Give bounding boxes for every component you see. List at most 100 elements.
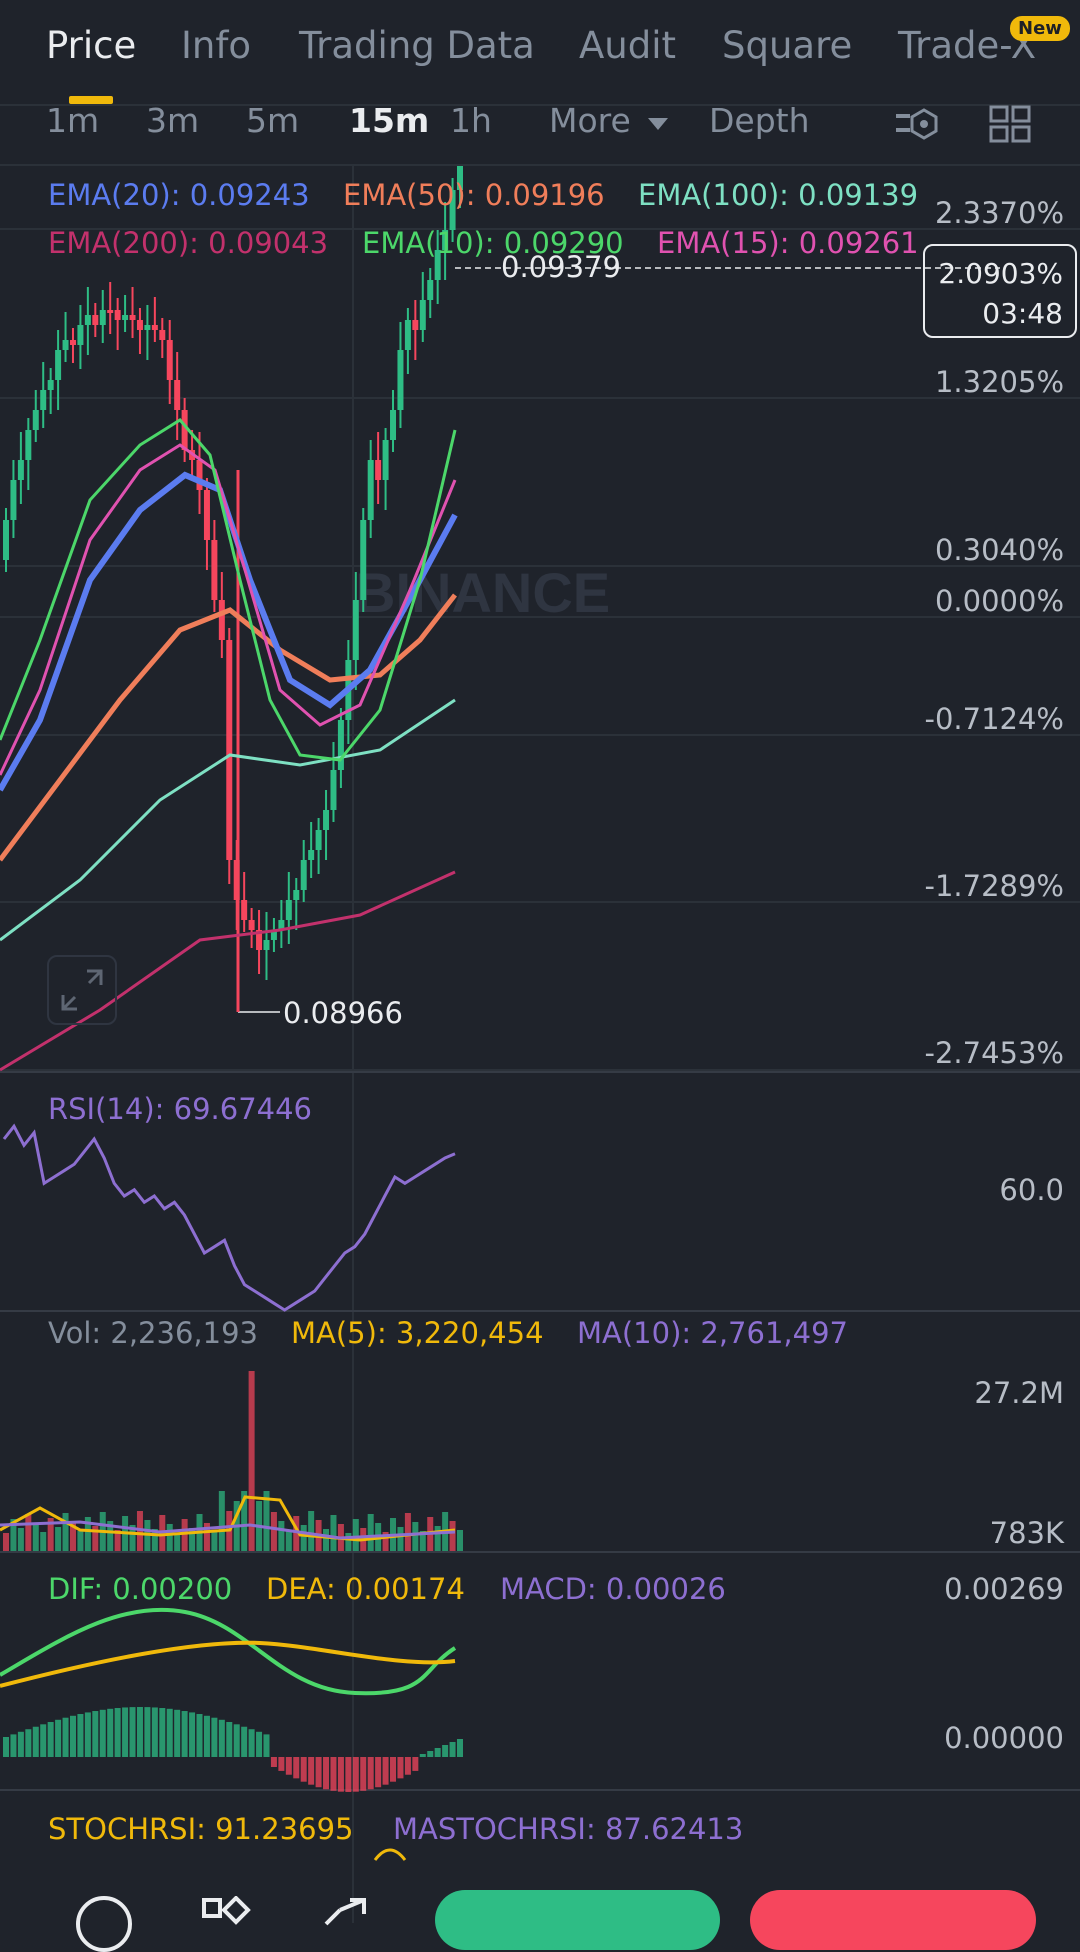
binance-watermark: BINANCE (355, 561, 610, 624)
volume-bar (330, 1515, 337, 1551)
interval-1h[interactable]: 1h (450, 101, 492, 140)
candle-body (308, 850, 315, 860)
tab-square[interactable]: Square (722, 24, 853, 67)
rsi-panel (2, 1123, 456, 1312)
alert-icon[interactable] (200, 1896, 252, 1926)
new-badge: New (1010, 16, 1070, 41)
ema-line-2 (0, 593, 457, 862)
volume-bar (382, 1532, 389, 1551)
candle-body (47, 380, 54, 390)
candle-body (404, 320, 411, 350)
indicator-settings-icon[interactable] (894, 104, 942, 144)
macd-histogram-bar (166, 1708, 173, 1757)
candle-body (278, 920, 285, 930)
candle-body (360, 520, 367, 600)
candle-body (382, 440, 389, 480)
volume-bar (84, 1517, 91, 1551)
macd-histogram-bar (189, 1712, 196, 1757)
volume-bar (412, 1522, 419, 1551)
macd-dea-line (0, 1640, 456, 1688)
volume-bar (189, 1528, 196, 1551)
interval-1m[interactable]: 1m (46, 101, 100, 140)
tab-trading-data[interactable]: Trading Data (299, 24, 535, 67)
candle-body (3, 520, 9, 560)
tab-audit[interactable]: Audit (579, 24, 677, 67)
interval-5m[interactable]: 5m (246, 101, 300, 140)
volume-bar (107, 1521, 114, 1551)
candle-body (285, 900, 292, 920)
candle-body (256, 930, 263, 950)
candle-body (10, 480, 17, 520)
candle-body (107, 310, 114, 313)
macd-histogram-bar (293, 1757, 300, 1779)
volume-bar (263, 1491, 270, 1551)
ema50-legend: EMA(50): 0.09196 (343, 178, 605, 212)
price-axis-label: -2.7453% (924, 1036, 1065, 1070)
macd-histogram-bar (122, 1707, 129, 1757)
more-button[interactable]: More (549, 101, 669, 140)
candle-body (300, 860, 307, 890)
macd-histogram-bar (300, 1757, 307, 1782)
ema10-legend: EMA(10): 0.09290 (362, 226, 624, 260)
tab-info[interactable]: Info (181, 24, 252, 67)
macd-histogram-bar (218, 1719, 225, 1757)
macd-histogram-bar (25, 1729, 32, 1757)
macd-histogram-bar (241, 1726, 248, 1757)
macd-histogram-bar (345, 1757, 352, 1792)
fullscreen-button[interactable] (47, 955, 117, 1025)
high-price-label: 0.09379 (501, 250, 621, 284)
candle-body (203, 490, 210, 540)
stochrsi-panel (373, 1848, 407, 1861)
current-price-box[interactable]: 2.0903% 03:48 (923, 244, 1077, 338)
layout-grid-icon[interactable] (988, 104, 1032, 144)
low-price-label: 0.08966 (283, 996, 403, 1030)
candle-body (84, 315, 91, 325)
volume-bar (449, 1521, 456, 1551)
tab-price[interactable]: Price (46, 24, 137, 67)
macd-histogram-bar (434, 1748, 441, 1757)
volume-ma10-label: MA(10): 2,761,497 (577, 1316, 848, 1350)
candle-body (330, 770, 337, 810)
interval-3m[interactable]: 3m (146, 101, 200, 140)
macd-histogram-bar (92, 1711, 99, 1757)
price-axis-label: -1.7289% (924, 869, 1065, 903)
macd-histogram-bar (99, 1709, 106, 1757)
macd-histogram-bar (375, 1757, 382, 1788)
macd-histogram-bar (382, 1757, 389, 1785)
volume-bar (10, 1519, 17, 1551)
macd-histogram-bar (278, 1757, 285, 1771)
macd-value-label: MACD: 0.00026 (500, 1572, 726, 1606)
macd-histogram-bar (256, 1731, 263, 1757)
macd-dif-line (0, 1607, 457, 1696)
interval-divider (0, 164, 1080, 166)
candlesticks (3, 166, 1000, 1013)
depth-button[interactable]: Depth (709, 101, 810, 140)
candle-body (419, 300, 426, 330)
sell-button[interactable] (750, 1890, 1036, 1950)
volume-bar (457, 1530, 463, 1551)
candle-body (337, 720, 344, 770)
stochrsi-line (373, 1848, 407, 1861)
tabs-divider (0, 104, 1080, 106)
volume-bar (270, 1512, 277, 1551)
share-icon[interactable] (320, 1896, 372, 1926)
volume-bar (211, 1532, 218, 1551)
volume-bar (55, 1527, 62, 1551)
candle-body (263, 940, 270, 950)
volume-bar (166, 1524, 173, 1551)
macd-histogram-bar (390, 1757, 397, 1782)
macd-histogram-bar (196, 1714, 203, 1757)
macd-histogram-bar (3, 1737, 9, 1757)
buy-button[interactable] (435, 1890, 720, 1950)
volume-bar (278, 1521, 285, 1551)
macd-histogram-bar (352, 1757, 359, 1792)
volume-bar (434, 1526, 441, 1551)
macd-histogram-bar (337, 1757, 344, 1792)
candle-body (136, 320, 143, 330)
chat-icon[interactable] (76, 1896, 132, 1952)
kline-chart[interactable]: BINANCE (0, 166, 1080, 1923)
macd-histogram-bar (32, 1726, 39, 1757)
interval-15m[interactable]: 15m (349, 101, 430, 140)
volume-bar (32, 1523, 39, 1551)
macd-axis-zero: 0.00000 (944, 1721, 1064, 1755)
